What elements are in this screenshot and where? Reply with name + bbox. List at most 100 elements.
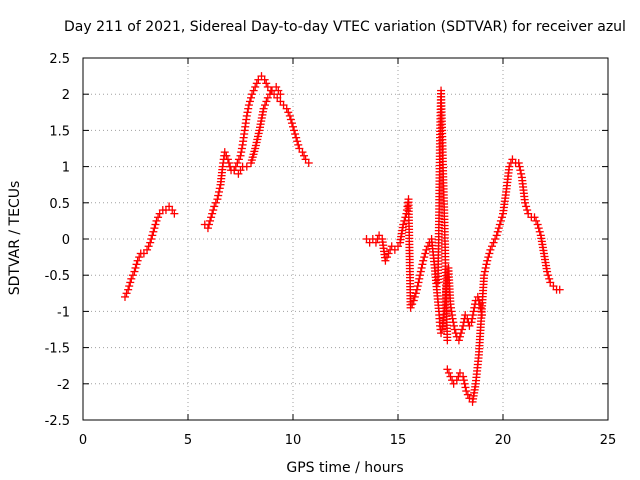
data-point <box>215 184 224 193</box>
data-point <box>462 387 471 396</box>
data-point <box>245 97 254 106</box>
data-point <box>489 238 498 247</box>
x-tick-label: 15 <box>390 433 407 448</box>
data-point <box>491 235 500 243</box>
y-tick-label: -1.5 <box>45 342 70 357</box>
data-point <box>170 209 179 218</box>
data-point <box>455 332 464 341</box>
data-point <box>148 231 157 240</box>
data-point <box>233 158 242 167</box>
data-point <box>493 227 502 236</box>
data-point <box>384 249 393 258</box>
data-point <box>382 253 391 262</box>
data-point <box>294 140 303 149</box>
data-point <box>409 296 418 305</box>
data-point <box>274 86 283 95</box>
data-point <box>476 303 485 312</box>
data-point <box>130 267 139 276</box>
data-point <box>224 158 233 167</box>
x-tick-label: 20 <box>495 433 512 448</box>
data-point <box>381 256 390 265</box>
data-point <box>293 137 302 146</box>
data-point <box>494 224 503 233</box>
data-point <box>244 104 253 113</box>
data-point <box>265 90 274 99</box>
data-point <box>521 198 530 207</box>
data-point <box>234 155 243 164</box>
data-point <box>413 282 422 291</box>
data-point <box>133 256 142 265</box>
data-point <box>222 151 231 160</box>
data-point <box>220 148 229 157</box>
data-point <box>457 329 465 338</box>
data-point <box>482 260 491 269</box>
data-point <box>416 267 425 276</box>
data-point <box>276 90 285 99</box>
data-point <box>444 368 453 377</box>
data-point <box>214 187 223 196</box>
data-point <box>408 300 417 309</box>
data-point <box>461 383 470 392</box>
data-point <box>545 274 554 283</box>
y-tick-label: -2 <box>57 378 70 393</box>
data-point <box>251 82 260 91</box>
data-point <box>412 285 421 294</box>
data-point <box>124 285 133 294</box>
data-point <box>417 263 426 272</box>
data-point <box>144 242 153 251</box>
data-point <box>420 253 429 262</box>
y-tick-label: 2 <box>62 88 70 103</box>
plot-frame <box>82 57 609 421</box>
data-point <box>399 220 408 229</box>
data-point <box>209 206 218 215</box>
data-point <box>422 245 431 254</box>
data-point <box>151 220 160 229</box>
data-point <box>421 249 430 258</box>
data-point <box>272 82 281 91</box>
data-point <box>460 379 469 388</box>
x-axis-label: GPS time / hours <box>286 460 403 476</box>
data-point <box>286 115 295 124</box>
data-point <box>121 292 129 301</box>
data-point <box>517 169 526 178</box>
data-point <box>143 245 152 254</box>
data-point <box>211 198 220 207</box>
data-point <box>495 220 504 229</box>
data-point <box>480 267 489 276</box>
data-point <box>522 202 531 211</box>
data-point <box>450 321 458 330</box>
data-point <box>263 93 272 102</box>
y-tick-label: 0 <box>62 233 70 248</box>
data-point <box>210 202 219 211</box>
x-tick-label: 25 <box>600 433 617 448</box>
data-point <box>237 144 246 153</box>
data-point <box>411 289 420 298</box>
data-point <box>154 213 163 222</box>
data-point <box>135 253 144 262</box>
data-point <box>523 206 532 215</box>
data-point <box>260 75 269 84</box>
data-point <box>237 148 246 157</box>
x-tick-label: 0 <box>79 433 87 448</box>
data-point <box>469 307 478 316</box>
data-point <box>150 224 159 233</box>
data-point <box>530 213 539 222</box>
data-point <box>207 213 216 222</box>
data-point <box>555 285 564 294</box>
data-point <box>234 169 243 178</box>
x-tick-label: 10 <box>285 433 302 448</box>
data-point <box>284 108 293 117</box>
data-point <box>242 162 251 171</box>
data-point <box>146 238 155 247</box>
data-point <box>514 158 523 167</box>
data-point <box>205 220 213 229</box>
data-point <box>533 220 542 229</box>
data-point <box>131 263 140 272</box>
x-tick-label: 5 <box>184 433 192 448</box>
data-point <box>461 311 470 320</box>
y-tick-label: 0.5 <box>49 197 70 212</box>
chart-title: Day 211 of 2021, Sidereal Day-to-day VTE… <box>64 19 626 35</box>
data-point <box>206 216 215 225</box>
